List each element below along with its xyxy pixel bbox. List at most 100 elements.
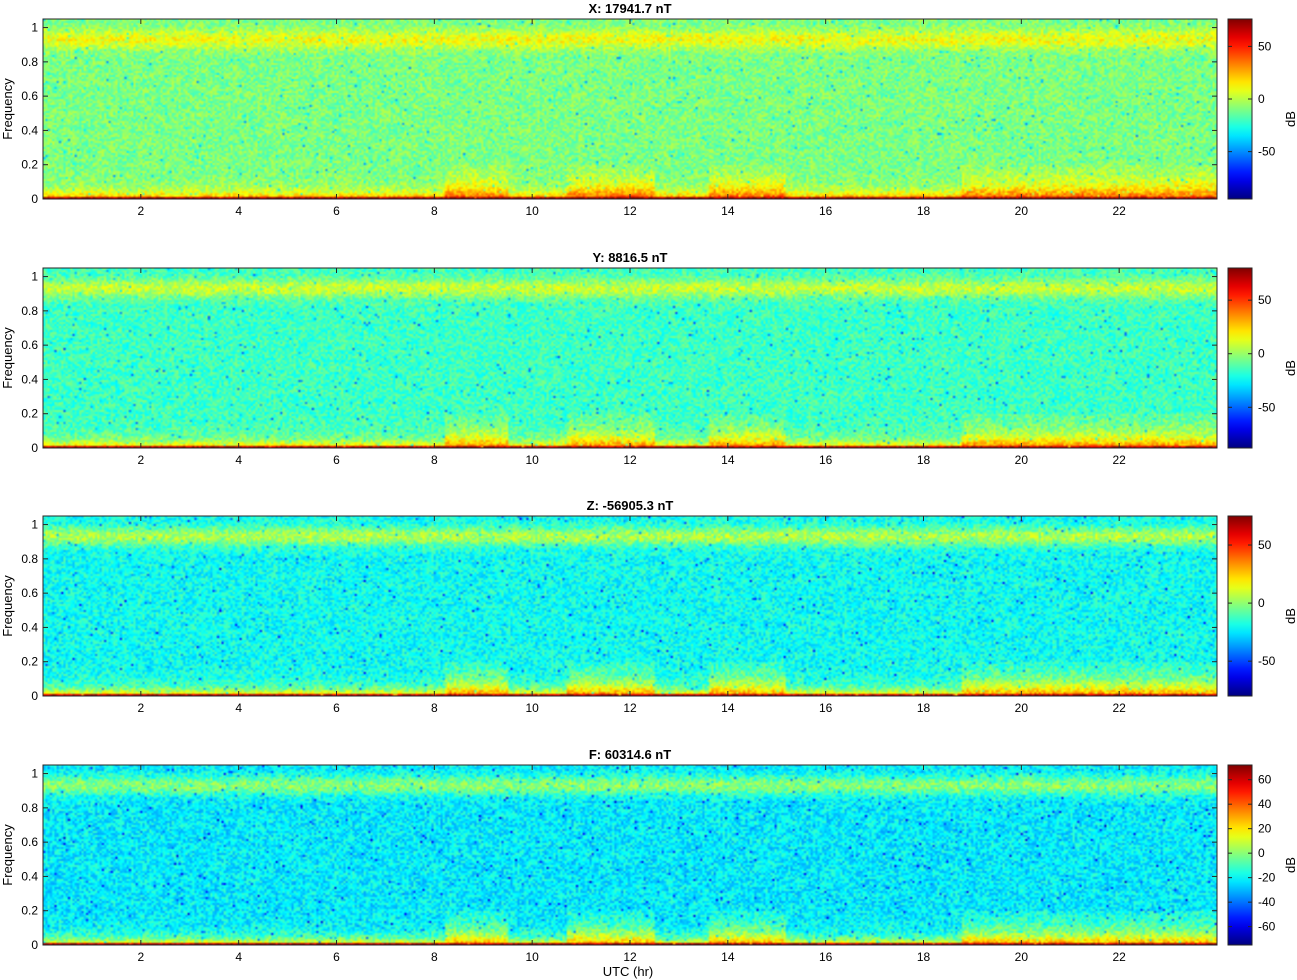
y-tick-label: 0	[31, 689, 38, 703]
x-tick-label: 14	[721, 701, 735, 715]
x-tick-label: 4	[235, 204, 242, 218]
y-tick-label: 0.4	[21, 869, 38, 883]
y-tick-label: 0.4	[21, 123, 38, 137]
x-tick-label: 2	[137, 453, 144, 467]
panel-title: X: 17941.7 nT	[588, 1, 671, 16]
colorbar-tick-label: 0	[1258, 596, 1265, 610]
y-tick-label: 0.8	[21, 552, 38, 566]
spectrogram-heatmap	[43, 268, 1217, 448]
y-tick-label: 0.4	[21, 620, 38, 634]
x-tick-label: 2	[137, 950, 144, 964]
colorbar-tick-label: 50	[1258, 39, 1272, 53]
x-tick-label: 4	[235, 701, 242, 715]
spectrogram-panel: Z: -56905.3 nT2 4 6 8 10 12 14 16 18 20 2200.20.40…	[0, 498, 1297, 715]
x-tick-label: 18	[917, 204, 931, 218]
y-tick-label: 0.4	[21, 372, 38, 386]
y-tick-label: 0.2	[21, 904, 38, 918]
panel-title: Z: -56905.3 nT	[587, 498, 674, 513]
colorbar-tick-label: -40	[1258, 895, 1276, 909]
colorbar-tick-label: -50	[1258, 400, 1276, 414]
x-tick-label: 18	[917, 453, 931, 467]
colorbar-tick-label: 50	[1258, 293, 1272, 307]
colorbar-label: dB	[1283, 857, 1297, 873]
x-tick-label: 14	[721, 950, 735, 964]
x-axis-label: UTC (hr)	[603, 964, 654, 979]
panel-title: F: 60314.6 nT	[589, 747, 671, 762]
colorbar	[1227, 764, 1253, 946]
colorbar-tick-label: -20	[1258, 871, 1276, 885]
colorbar	[1227, 515, 1253, 697]
x-tick-label: 22	[1112, 701, 1126, 715]
x-tick-label: 4	[235, 950, 242, 964]
y-tick-label: 0	[31, 441, 38, 455]
x-tick-label: 20	[1015, 453, 1029, 467]
x-tick-label: 16	[819, 204, 833, 218]
x-tick-label: 18	[917, 950, 931, 964]
x-tick-label: 14	[721, 453, 735, 467]
x-tick-label: 22	[1112, 950, 1126, 964]
y-tick-label: 0.8	[21, 55, 38, 69]
x-tick-label: 2	[137, 701, 144, 715]
colorbar-tick-label: 50	[1258, 538, 1272, 552]
spectrogram-heatmap	[43, 765, 1217, 945]
x-tick-label: 8	[431, 204, 438, 218]
x-tick-label: 6	[333, 950, 340, 964]
spectrogram-panel: X: 17941.7 nT2 4 6 8 10 12 14 16 18 20 2200.20.40.…	[0, 1, 1297, 218]
x-tick-label: 10	[525, 701, 539, 715]
x-tick-label: 12	[623, 204, 637, 218]
colorbar-label: dB	[1283, 608, 1297, 624]
x-tick-label: 20	[1015, 701, 1029, 715]
spectrogram-panel: Y: 8816.5 nT2 4 6 8 10 12 14 16 18 20 2200.20.40.6…	[0, 250, 1297, 467]
x-tick-label: 2	[137, 204, 144, 218]
y-tick-label: 1	[31, 518, 38, 532]
x-tick-label: 16	[819, 950, 833, 964]
x-tick-label: 18	[917, 701, 931, 715]
y-tick-label: 1	[31, 270, 38, 284]
y-tick-label: 0	[31, 192, 38, 206]
x-tick-label: 8	[431, 453, 438, 467]
x-tick-label: 12	[623, 453, 637, 467]
y-tick-label: 0.8	[21, 801, 38, 815]
y-axis-label: Frequency	[0, 78, 15, 140]
y-tick-label: 1	[31, 767, 38, 781]
x-tick-label: 10	[525, 453, 539, 467]
y-tick-label: 0.2	[21, 407, 38, 421]
y-axis-label: Frequency	[0, 327, 15, 389]
panel-title: Y: 8816.5 nT	[593, 250, 668, 265]
x-tick-label: 6	[333, 204, 340, 218]
colorbar-tick-label: 60	[1258, 773, 1272, 787]
x-tick-label: 12	[623, 950, 637, 964]
y-tick-label: 1	[31, 21, 38, 35]
y-tick-label: 0.8	[21, 304, 38, 318]
x-tick-label: 6	[333, 701, 340, 715]
x-tick-label: 4	[235, 453, 242, 467]
y-tick-label: 0.6	[21, 835, 38, 849]
x-tick-label: 6	[333, 453, 340, 467]
x-tick-label: 10	[525, 950, 539, 964]
x-tick-label: 14	[721, 204, 735, 218]
x-tick-label: 16	[819, 453, 833, 467]
y-tick-label: 0	[31, 938, 38, 952]
colorbar-tick-label: -50	[1258, 654, 1276, 668]
x-tick-label: 20	[1015, 204, 1029, 218]
colorbar-label: dB	[1283, 360, 1297, 376]
y-tick-label: 0.6	[21, 586, 38, 600]
x-tick-label: 12	[623, 701, 637, 715]
x-tick-label: 10	[525, 204, 539, 218]
spectrogram-panel: F: 60314.6 nT 2 4 6 8 10 12 14 16 18 20 22 0 0.2 0.4 0.…	[0, 747, 1297, 964]
x-tick-label: 20	[1015, 950, 1029, 964]
y-tick-label: 0.6	[21, 338, 38, 352]
colorbar-tick-label: 20	[1258, 822, 1272, 836]
x-tick-label: 8	[431, 950, 438, 964]
colorbar-tick-label: 0	[1258, 347, 1265, 361]
y-axis-label: Frequency	[0, 824, 15, 886]
colorbar-tick-label: -50	[1258, 145, 1276, 159]
colorbar	[1227, 18, 1253, 200]
spectrogram-heatmap	[43, 19, 1217, 199]
spectrogram-heatmap	[43, 516, 1217, 696]
x-tick-label: 22	[1112, 453, 1126, 467]
colorbar-label: dB	[1283, 111, 1297, 127]
x-tick-label: 16	[819, 701, 833, 715]
y-tick-label: 0.2	[21, 655, 38, 669]
